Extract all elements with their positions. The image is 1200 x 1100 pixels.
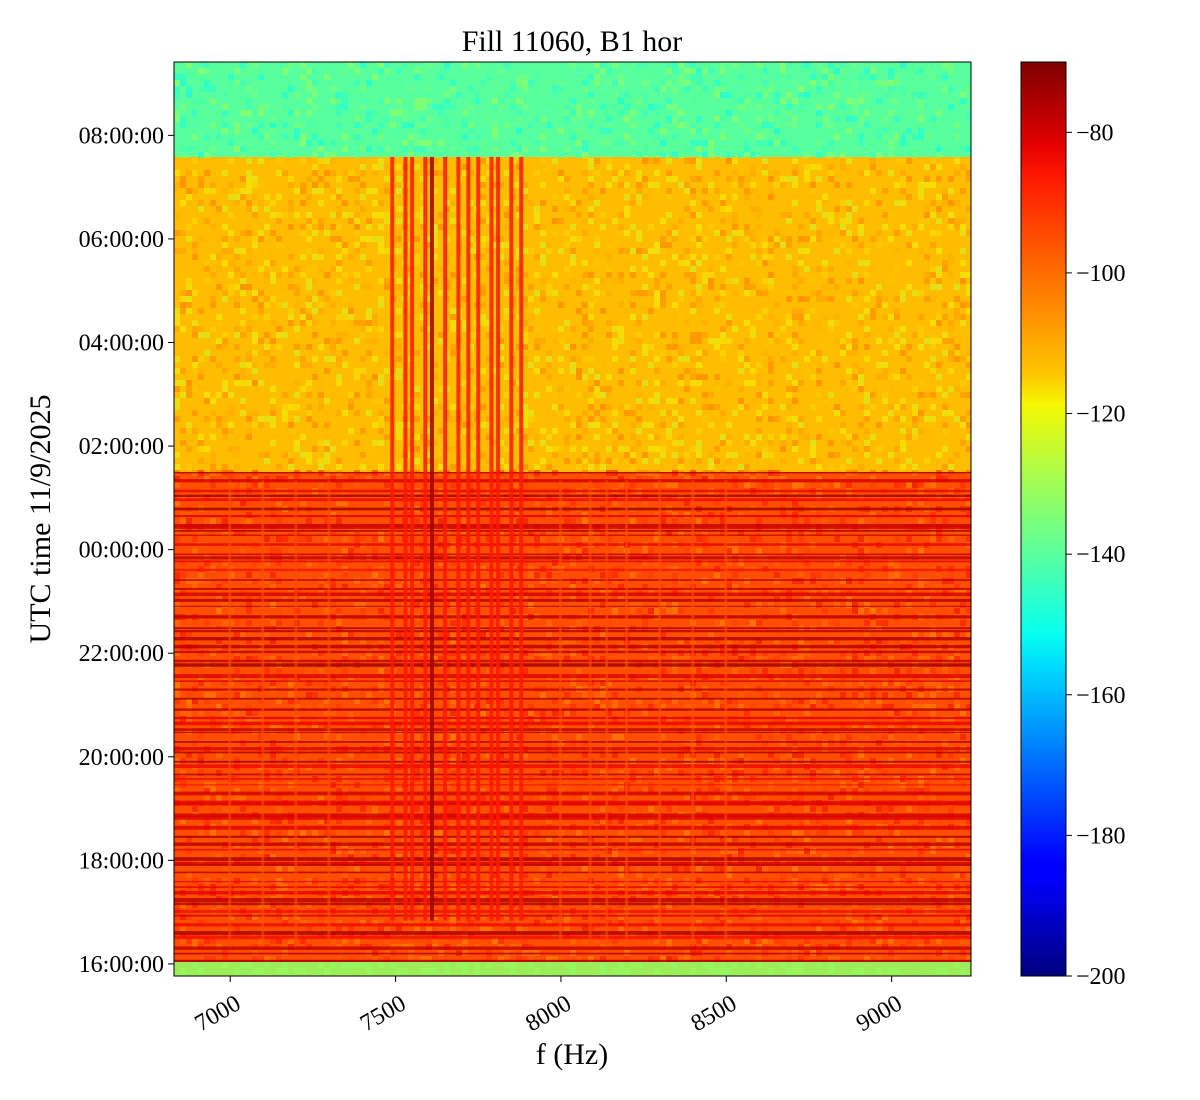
spectral-line [588,480,592,947]
x-tick-label: 8500 [687,991,742,1038]
colorbar-tick-label: −200 [1076,964,1126,990]
spectral-line [658,480,662,947]
x-axis: 7000 7500 8000 8500 9000 [191,976,907,1037]
colorbar-tick-label: −80 [1076,120,1114,146]
y-tick-label: 06:00:00 [79,227,164,253]
colorbar-tick-label: −140 [1076,542,1126,568]
spectral-line [403,156,408,921]
x-axis-label: f (Hz) [536,1038,608,1071]
spectral-line [443,156,448,921]
spectral-line [519,156,524,921]
colorbar-tick-label: −180 [1076,823,1126,849]
x-tick-label: 7000 [191,991,246,1038]
colorbar-tick-label: −160 [1076,683,1126,709]
y-tick-label: 02:00:00 [79,434,164,460]
spectral-line [489,156,494,921]
y-axis-label: UTC time 11/9/2025 [24,395,57,644]
colorbar-axis: −80 −100 −120 −140 −160 −180 −200 [1066,120,1126,990]
x-tick-label: 9000 [852,991,907,1038]
colorbar [1020,61,1067,977]
spectral-line [390,156,395,921]
heatmap-stripes [174,471,971,976]
spectral-line [410,156,415,921]
spectral-line [294,480,298,947]
spectral-line [605,480,609,947]
y-tick-label: 16:00:00 [79,952,164,978]
y-tick-label: 00:00:00 [79,538,164,564]
heatmap-plot [174,62,971,976]
y-tick-label: 08:00:00 [79,123,164,149]
spectral-line [625,480,629,947]
x-tick-label: 7500 [356,991,411,1038]
spectral-line [261,480,265,947]
spectral-line [476,156,481,921]
spectral-line [509,156,514,921]
spectral-line [429,156,434,921]
y-tick-label: 18:00:00 [79,848,164,874]
y-axis: 16:00:00 18:00:00 20:00:00 22:00:00 00:00:00… [79,123,174,978]
spectral-line [558,480,562,947]
spectral-line [456,156,461,921]
colorbar-tick-label: −120 [1076,402,1126,428]
chart-title: Fill 11060, B1 hor [462,25,683,58]
colorbar-tick-label: −100 [1076,261,1126,287]
spectral-line [466,156,471,921]
spectral-line [724,480,728,947]
spectral-line [496,156,501,921]
y-tick-label: 04:00:00 [79,331,164,357]
spectral-line [228,480,232,947]
y-tick-label: 22:00:00 [79,641,164,667]
y-tick-label: 20:00:00 [79,745,164,771]
plot-frame [173,61,972,977]
spectral-line [423,156,428,921]
heatmap-lines [228,156,728,947]
x-tick-label: 8000 [521,991,576,1038]
spectral-line [691,480,695,947]
spectral-line [327,480,331,947]
